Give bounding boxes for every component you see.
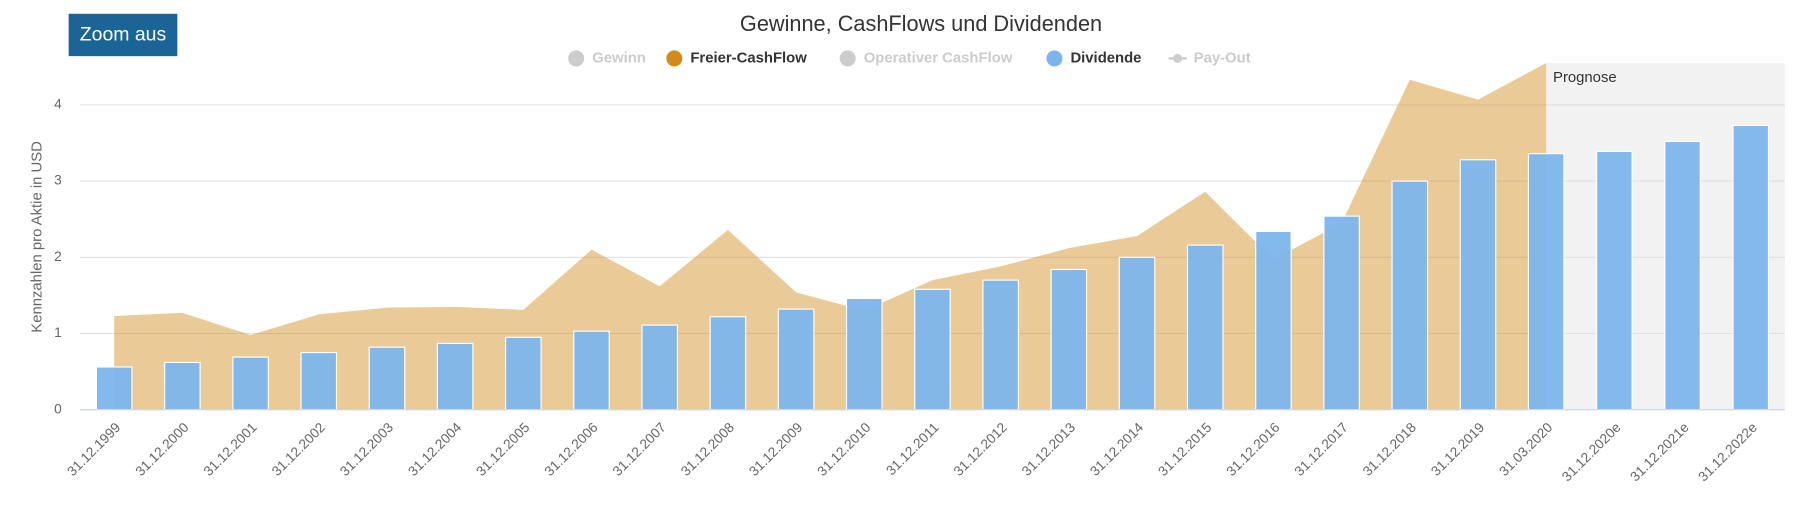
x-tick-label: 31.12.2005 xyxy=(473,420,532,479)
x-tick-label: 31.12.2020e xyxy=(1559,420,1624,485)
x-tick-label: 31.12.2014 xyxy=(1087,420,1146,479)
x-tick-label: 31.12.1999 xyxy=(64,420,123,479)
bar xyxy=(232,356,269,411)
bar xyxy=(1050,268,1088,411)
bar xyxy=(1459,159,1497,411)
y-tick-label: 2 xyxy=(54,249,62,264)
x-tick-label: 31.12.2007 xyxy=(610,420,669,479)
y-tick-label: 3 xyxy=(54,173,62,188)
bar xyxy=(777,308,815,411)
legend-symbol xyxy=(1046,50,1063,67)
x-tick-label: 31.12.2019 xyxy=(1428,420,1487,479)
x-tick-label: 31.12.2009 xyxy=(746,420,805,479)
x-tick-label: 31.12.2018 xyxy=(1360,420,1419,479)
legend-label[interactable]: Operativer CashFlow xyxy=(864,50,1013,66)
bar xyxy=(164,361,201,411)
x-tick-label: 31.12.2006 xyxy=(542,420,601,479)
legend-label[interactable]: Freier-CashFlow xyxy=(690,50,807,66)
bar xyxy=(982,279,1019,411)
bar xyxy=(845,297,883,411)
legend-symbol xyxy=(1173,53,1183,64)
y-axis-label: Kennzahlen pro Aktie in USD xyxy=(30,141,46,333)
x-tick-label: 31.12.2003 xyxy=(337,420,396,479)
zoom-button[interactable] xyxy=(68,13,178,57)
bar xyxy=(1118,256,1156,411)
x-tick-label: 31.12.2016 xyxy=(1224,420,1283,479)
x-tick-label: 31.12.2022e xyxy=(1695,420,1760,485)
bar xyxy=(1664,140,1701,411)
x-tick-label: 31.12.2010 xyxy=(814,420,873,479)
zoom-button-label[interactable]: Zoom aus xyxy=(80,24,167,46)
x-tick-label: 31.12.2011 xyxy=(883,420,941,478)
bar xyxy=(505,336,542,411)
bar xyxy=(1527,153,1565,411)
y-tick-label: 0 xyxy=(54,401,62,416)
bar xyxy=(573,330,610,411)
y-tick-label: 4 xyxy=(54,97,62,112)
x-tick-label: 31.12.2002 xyxy=(269,420,328,479)
legend-label[interactable]: Dividende xyxy=(1070,50,1141,66)
bar xyxy=(1323,215,1360,411)
bar xyxy=(436,342,474,411)
bar xyxy=(300,351,338,411)
x-tick-label: 31.12.2021e xyxy=(1627,420,1692,485)
legend-label[interactable]: Gewinn xyxy=(592,50,646,66)
x-tick-label: 31.12.2008 xyxy=(678,420,737,479)
legend-symbol xyxy=(666,50,683,67)
x-tick-label: 31.12.2017 xyxy=(1292,420,1351,479)
bar xyxy=(1391,180,1429,411)
y-tick-label: 1 xyxy=(54,325,62,340)
bar xyxy=(368,346,406,411)
x-tick-label: 31.03.2020 xyxy=(1496,420,1555,479)
bar xyxy=(1732,124,1770,411)
legend-symbol xyxy=(839,50,856,67)
x-tick-label: 31.12.2004 xyxy=(405,420,464,479)
x-tick-label: 31.12.2015 xyxy=(1155,420,1214,479)
x-tick-label: 31.12.2001 xyxy=(201,420,260,479)
x-tick-label: 31.12.2000 xyxy=(132,420,191,479)
legend-symbol xyxy=(568,50,585,67)
x-tick-label: 31.12.2013 xyxy=(1019,420,1078,479)
forecast-label: Prognose xyxy=(1553,70,1617,86)
bar xyxy=(95,366,133,411)
bar xyxy=(641,324,679,411)
bar xyxy=(914,288,951,411)
x-tick-label: 31.12.2012 xyxy=(951,420,1010,479)
bar xyxy=(709,316,747,411)
bar xyxy=(1186,244,1224,411)
chart-title: Gewinne, CashFlows und Dividenden xyxy=(740,11,1102,36)
bar xyxy=(1596,150,1633,411)
legend-label[interactable]: Pay-Out xyxy=(1194,50,1251,66)
bar xyxy=(1255,230,1292,411)
